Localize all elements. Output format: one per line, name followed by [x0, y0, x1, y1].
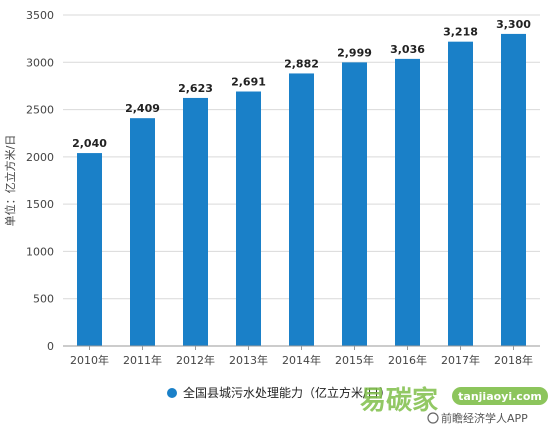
y-tick-label: 0	[47, 340, 54, 353]
y-tick-label: 2000	[26, 151, 54, 164]
y-tick-label: 1000	[26, 245, 54, 258]
legend-marker	[167, 388, 177, 398]
y-tick-label: 3500	[26, 9, 54, 22]
data-label-6: 3,036	[390, 43, 425, 56]
x-axis-ticks: 2010年 2011年 2012年 2013年 2014年 2015年 2016年 2017年…	[70, 346, 533, 367]
bar-0	[77, 153, 102, 346]
x-tick-label-2: 2012年	[176, 353, 215, 367]
x-tick-label-7: 2017年	[441, 353, 480, 367]
bar-5	[342, 62, 367, 347]
data-labels: 2,040 2,409 2,623 2,691 2,882 2,999 3,036 3,218…	[72, 18, 531, 150]
x-tick-label-8: 2018年	[494, 353, 533, 367]
source-watermark: 前瞻经济学人APP	[427, 411, 528, 425]
data-label-0: 2,040	[72, 137, 107, 150]
legend-entry: 全国县城污水处理能力（亿立方米/日）	[183, 385, 391, 400]
brand-url-pill	[452, 387, 548, 405]
x-tick-label-1: 2011年	[123, 353, 162, 367]
bar-8	[501, 33, 526, 347]
bar-1	[130, 118, 155, 346]
brand-watermark: 易碳家 tanjiaoyi.com	[360, 385, 548, 416]
brand-url: tanjiaoyi.com	[458, 390, 542, 403]
y-axis-label: 单位：亿立方米/日	[3, 135, 17, 227]
y-tick-label: 500	[33, 293, 54, 306]
source-logo-icon	[427, 412, 439, 424]
y-tick-label: 3000	[26, 56, 54, 69]
data-label-1: 2,409	[125, 102, 160, 115]
brand-logo-text: 易碳家	[360, 385, 438, 416]
bar-2	[183, 97, 208, 346]
bar-4	[289, 73, 314, 347]
data-label-3: 2,691	[231, 76, 266, 89]
x-tick-label-5: 2015年	[335, 353, 374, 367]
y-axis-ticks: 0 500 1000 1500 2000 2500 3000 3500	[26, 9, 54, 353]
x-tick-label-3: 2013年	[229, 353, 268, 367]
bar-7	[448, 41, 473, 347]
x-tick-label-0: 2010年	[70, 353, 109, 367]
y-tick-label: 1500	[26, 198, 54, 211]
data-label-8: 3,300	[496, 18, 531, 31]
bars	[77, 33, 526, 347]
bar-3	[236, 91, 261, 346]
legend: 全国县城污水处理能力（亿立方米/日）	[167, 385, 391, 400]
x-tick-label-4: 2014年	[282, 353, 321, 367]
x-tick-label-6: 2016年	[388, 353, 427, 367]
bar-6	[395, 58, 420, 347]
data-label-2: 2,623	[178, 82, 213, 95]
data-label-7: 3,218	[443, 26, 478, 39]
data-label-4: 2,882	[284, 57, 319, 70]
y-tick-label: 2500	[26, 104, 54, 117]
data-label-5: 2,999	[337, 46, 372, 59]
source-text: 前瞻经济学人APP	[441, 411, 528, 425]
